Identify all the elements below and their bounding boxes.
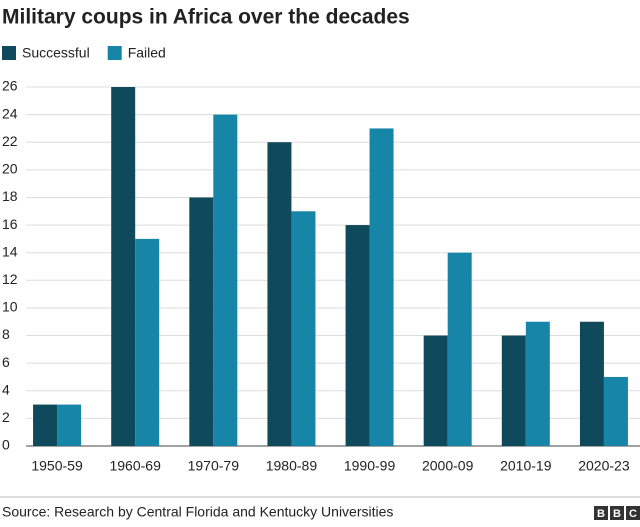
bar: [57, 404, 82, 446]
bar: [267, 142, 292, 446]
y-tick-label: 12: [2, 271, 18, 287]
y-tick-label: 2: [2, 409, 10, 425]
bar: [579, 321, 604, 446]
y-tick-label: 22: [2, 133, 18, 149]
legend-label: Successful: [22, 45, 90, 61]
bar: [423, 335, 448, 446]
y-tick-label: 14: [2, 243, 18, 259]
bar: [111, 87, 136, 446]
x-tick-label: 1950-59: [31, 458, 83, 474]
y-tick-label: 20: [2, 161, 18, 177]
logo-letter: B: [613, 508, 621, 520]
logo-box: [626, 506, 640, 520]
bar: [369, 128, 394, 446]
y-tick-label: 16: [2, 216, 18, 232]
y-tick-label: 18: [2, 188, 18, 204]
bar: [345, 225, 370, 446]
x-tick-label: 2020-23: [578, 458, 630, 474]
bar: [291, 211, 316, 446]
bar: [213, 114, 238, 446]
y-tick-label: 4: [2, 381, 10, 397]
y-tick-label: 8: [2, 326, 10, 342]
chart-title: Military coups in Africa over the decade…: [2, 6, 410, 29]
bar: [501, 335, 526, 446]
logo-letter: C: [629, 508, 637, 520]
x-tick-label: 1970-79: [188, 458, 240, 474]
y-tick-label: 0: [2, 437, 10, 453]
y-tick-label: 26: [2, 78, 18, 94]
x-tick-label: 2000-09: [422, 458, 474, 474]
y-tick-label: 10: [2, 299, 18, 315]
logo-box: [594, 506, 608, 520]
legend-label: Failed: [128, 45, 166, 61]
logo-letter: B: [597, 508, 605, 520]
logo-box: [610, 506, 624, 520]
legend-swatch: [107, 46, 122, 60]
x-tick-label: 1990-99: [344, 458, 396, 474]
bar: [189, 197, 214, 446]
y-tick-label: 24: [2, 105, 18, 121]
x-tick-label: 1980-89: [266, 458, 318, 474]
bar: [33, 404, 58, 446]
source: Source: Research by Central Florida and …: [2, 504, 393, 520]
bar: [135, 238, 160, 446]
y-tick-label: 6: [2, 354, 10, 370]
bar: [525, 321, 550, 446]
x-tick-label: 1960-69: [109, 458, 161, 474]
x-tick-label: 2010-19: [500, 458, 552, 474]
legend-swatch: [2, 46, 16, 60]
bar: [603, 376, 628, 446]
bar: [447, 252, 472, 446]
